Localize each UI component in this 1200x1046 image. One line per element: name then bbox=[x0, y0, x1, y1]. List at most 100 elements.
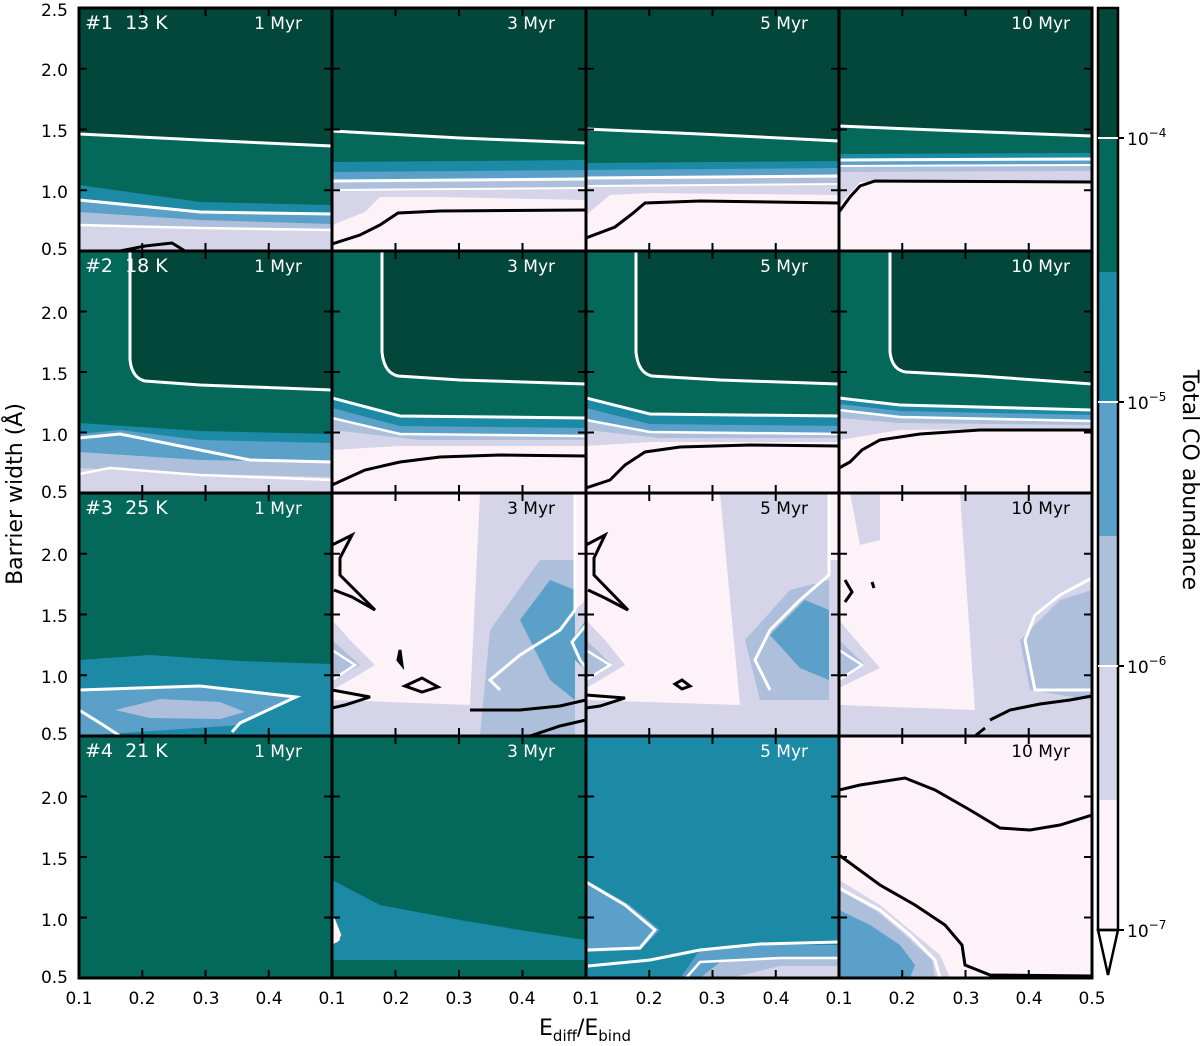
panel-r4-3myr bbox=[332, 736, 586, 978]
y-tick-label: 1.0 bbox=[41, 668, 68, 688]
time-label-r2-c4: 10 Myr bbox=[1011, 257, 1070, 277]
x-tick-label: 0.3 bbox=[698, 989, 725, 1009]
black-contour bbox=[839, 776, 1092, 832]
band-level2 bbox=[1020, 590, 1092, 700]
black-contour bbox=[396, 649, 405, 671]
y-tick-label: 1.0 bbox=[41, 426, 68, 446]
y-tick-label: 0.5 bbox=[41, 725, 68, 745]
y-axis-title: Barrier width (Å) bbox=[1, 403, 28, 585]
colorbar-extend-triangle bbox=[1096, 928, 1120, 976]
band-level1 bbox=[850, 493, 880, 545]
white-contour bbox=[634, 251, 839, 386]
x-tick-label: 0.2 bbox=[888, 989, 915, 1009]
colorbar-level1 bbox=[1098, 666, 1118, 800]
y-tick-label: 0.5 bbox=[41, 968, 68, 988]
y-tick-label: 1.5 bbox=[41, 850, 68, 870]
white-contour bbox=[79, 132, 332, 148]
band-level3 bbox=[770, 600, 829, 680]
x-tick-label: 0.4 bbox=[1015, 989, 1042, 1009]
colorbar-level4 bbox=[1098, 272, 1118, 402]
black-contour bbox=[839, 853, 1092, 978]
y-tick-label: 2.0 bbox=[41, 546, 68, 566]
band-level3 bbox=[586, 880, 660, 952]
white-contour bbox=[753, 493, 831, 691]
white-contour bbox=[79, 223, 332, 232]
row-label-1: #1 13 K bbox=[85, 12, 168, 34]
time-label-r1-c4: 10 Myr bbox=[1011, 14, 1070, 34]
white-contour bbox=[839, 157, 1092, 162]
white-contour bbox=[839, 408, 1092, 423]
white-contour bbox=[79, 684, 302, 733]
black-contour bbox=[843, 579, 854, 603]
band-level6 bbox=[636, 251, 839, 384]
panel-r4-10myr bbox=[839, 736, 1092, 978]
panel-r1-1myr bbox=[79, 8, 332, 251]
time-label-r2-c2: 3 Myr bbox=[507, 257, 555, 277]
black-contour bbox=[586, 199, 839, 240]
band-level6 bbox=[130, 251, 332, 390]
y-tick-labels: 0.5 1.0 1.5 2.0 2.5 0.5 1.0 1.5 2.0 0.5 … bbox=[41, 1, 68, 988]
time-label-r3-c4: 10 Myr bbox=[1011, 499, 1070, 519]
white-contour bbox=[332, 177, 586, 183]
x-tick-label: 0.1 bbox=[825, 989, 852, 1009]
time-label-r3-c3: 5 Myr bbox=[760, 499, 808, 519]
colorbar-tick-label: 10−4 bbox=[1127, 126, 1166, 150]
time-label-r1-c3: 5 Myr bbox=[760, 14, 808, 34]
band-level0 bbox=[586, 442, 839, 493]
x-tick-label: 0.1 bbox=[318, 989, 345, 1009]
x-tick-label: 0.4 bbox=[255, 989, 282, 1009]
band-level6 bbox=[890, 251, 1092, 384]
panel-r2-1myr bbox=[79, 251, 332, 493]
white-contour bbox=[79, 466, 332, 482]
x-tick-labels: 0.1 0.2 0.3 0.4 0.1 0.2 0.3 0.4 0.1 0.2 … bbox=[65, 989, 1105, 1009]
band-level0 bbox=[586, 193, 839, 251]
x-tick-label: 0.1 bbox=[65, 989, 92, 1009]
time-label-r4-c4: 10 Myr bbox=[1011, 742, 1070, 762]
black-contour bbox=[529, 718, 586, 736]
row-label-2: #2 18 K bbox=[85, 255, 168, 277]
time-label-r4-c1: 1 Myr bbox=[254, 742, 302, 762]
black-contour bbox=[470, 698, 586, 712]
black-contour bbox=[332, 688, 371, 710]
white-contour bbox=[586, 183, 839, 187]
black-contour bbox=[332, 208, 586, 246]
colorbar-tick-label: 10−7 bbox=[1127, 918, 1166, 942]
white-contour bbox=[79, 198, 332, 216]
black-contour bbox=[401, 676, 442, 694]
x-axis-title: Ediff/Ebind bbox=[539, 1016, 631, 1045]
band-level2 bbox=[586, 640, 612, 680]
white-contour bbox=[586, 880, 658, 952]
row-labels: #1 13 K #2 18 K #3 25 K #4 21 K bbox=[85, 12, 168, 762]
white-contour bbox=[332, 914, 342, 943]
row-label-4: #4 21 K bbox=[85, 740, 168, 762]
band-level4 bbox=[332, 880, 586, 960]
time-label-r2-c1: 1 Myr bbox=[254, 257, 302, 277]
colorbar-level5 bbox=[1098, 138, 1118, 272]
time-labels: 1 Myr 3 Myr 5 Myr 10 Myr 1 Myr 3 Myr 5 M… bbox=[254, 14, 1070, 762]
band-level3 bbox=[520, 580, 575, 700]
y-tick-label: 0.5 bbox=[41, 240, 68, 260]
time-label-r2-c3: 5 Myr bbox=[760, 257, 808, 277]
colorbar-level2 bbox=[1098, 536, 1118, 666]
x-tick-label: 0.2 bbox=[635, 989, 662, 1009]
black-contour bbox=[332, 531, 377, 612]
y-tick-label: 2.5 bbox=[41, 1, 68, 21]
colorbar: 10−4 10−5 10−6 10−7 Total CO abundance bbox=[1096, 6, 1200, 976]
black-contour bbox=[839, 179, 1092, 213]
band-level3 bbox=[839, 910, 915, 978]
time-label-r4-c3: 5 Myr bbox=[760, 742, 808, 762]
panel-r3-1myr bbox=[79, 493, 332, 736]
colorbar-tick-label: 10−5 bbox=[1127, 390, 1166, 414]
band-level6 bbox=[382, 251, 586, 384]
x-tick-label: 0.4 bbox=[762, 989, 789, 1009]
white-contour bbox=[586, 127, 839, 143]
y-tick-label: 1.0 bbox=[41, 911, 68, 931]
black-contour bbox=[332, 453, 586, 487]
white-contour bbox=[332, 187, 586, 191]
white-contour bbox=[79, 432, 332, 464]
band-level0 bbox=[839, 428, 1092, 493]
time-label-r3-c1: 1 Myr bbox=[254, 499, 302, 519]
colorbar-level6 bbox=[1098, 8, 1118, 138]
colorbar-level3 bbox=[1098, 402, 1118, 536]
